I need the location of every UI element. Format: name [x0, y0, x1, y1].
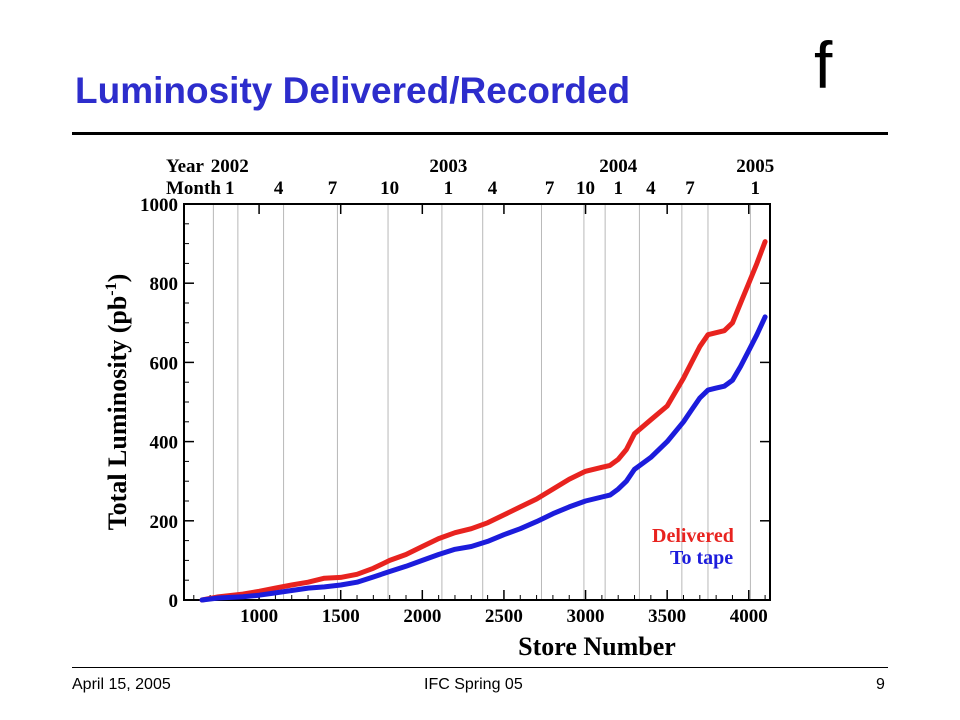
legend-to-tape: To tape	[670, 547, 733, 569]
top-month-tick-label: 4	[488, 178, 498, 199]
legend-delivered: Delivered	[652, 525, 734, 547]
y-tick-label: 200	[150, 512, 179, 533]
x-tick-label: 1500	[322, 606, 360, 627]
y-tick-label: 0	[169, 591, 179, 612]
page-number: 9	[876, 676, 885, 693]
x-tick-label: 4000	[730, 606, 768, 627]
top-month-tick-label: 1	[225, 178, 235, 199]
top-month-tick-label: 1	[444, 178, 454, 199]
top-year-tick-label: 2005	[736, 156, 774, 177]
top-month-tick-label: 10	[380, 178, 399, 199]
x-tick-label: 1000	[240, 606, 278, 627]
data-series	[199, 239, 768, 603]
x-tick-label: 3500	[648, 606, 686, 627]
top-month-tick-label: 7	[328, 178, 338, 199]
slide-title: Luminosity Delivered/Recorded	[75, 70, 631, 111]
x-tick-label: 3000	[567, 606, 605, 627]
top-month-tick-label: 7	[685, 178, 695, 199]
axis-labels: 1000 1500 2000 2500 3000 3500 4000 0 200 400 600 80…	[140, 156, 774, 627]
luminosity-chart-svg: 1000 1500 2000 2500 3000 3500 4000 0 200 400 600 80…	[103, 156, 774, 661]
y-tick-label: 600	[150, 353, 179, 374]
footer-title: IFC Spring 05	[424, 676, 523, 693]
x-axis-label: Store Number	[518, 632, 676, 660]
footer-rule	[72, 667, 888, 668]
y-tick-label: 400	[150, 433, 179, 454]
top-month-tick-label: 10	[576, 178, 595, 199]
top-year-tick-label: 2003	[429, 156, 467, 177]
title-rule	[72, 132, 888, 135]
footer-date: April 15, 2005	[72, 676, 171, 693]
y-axis-label-main: Total Luminosity (pb	[103, 296, 132, 531]
y-tick-label: 1000	[140, 195, 178, 216]
top-month-tick-label: 1	[751, 178, 761, 199]
luminosity-chart: 1000 1500 2000 2500 3000 3500 4000 0 200 400 600 80…	[96, 150, 796, 661]
top-year-tick-label: 2002	[211, 156, 249, 177]
series-line	[199, 314, 768, 603]
x-tick-label: 2000	[403, 606, 441, 627]
y-axis-label-sup: -1	[103, 282, 120, 295]
top-year-tick-label: 2004	[599, 156, 638, 177]
y-tick-label: 800	[150, 274, 179, 295]
top-axis-year-label: Year	[166, 156, 205, 177]
fermilab-logo: f	[814, 28, 833, 102]
top-month-tick-label: 4	[646, 178, 656, 199]
y-axis-label-close: )	[103, 274, 132, 283]
y-axis-label: Total Luminosity (pb-1)	[103, 274, 132, 531]
axis-ticks	[184, 203, 770, 601]
gridlines	[212, 204, 751, 600]
top-month-tick-label: 1	[613, 178, 623, 199]
x-tick-label: 2500	[485, 606, 523, 627]
top-month-tick-label: 7	[545, 178, 555, 199]
top-axis-month-label: Month	[166, 178, 221, 199]
series-line	[199, 239, 768, 603]
top-month-tick-label: 4	[274, 178, 284, 199]
